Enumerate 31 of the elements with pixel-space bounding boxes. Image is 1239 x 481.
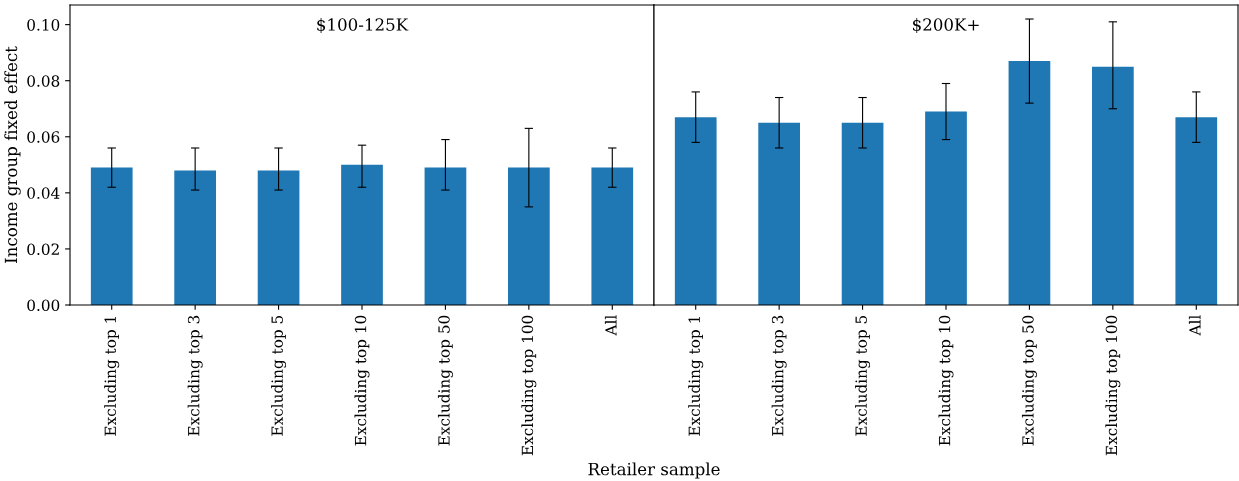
- x-tick-label: Excluding top 5: [855, 315, 871, 436]
- x-tick-label: Excluding top 1: [104, 316, 120, 436]
- bar: [1092, 66, 1134, 305]
- y-axis-title: Income group fixed effect: [4, 46, 21, 264]
- x-tick-label: Excluding top 50: [1021, 315, 1037, 446]
- y-tick-label: 0.04: [27, 187, 60, 199]
- x-tick-label: All: [1188, 315, 1201, 336]
- x-tick-label: Excluding top 50: [437, 315, 453, 446]
- bar: [841, 122, 884, 305]
- bar: [1008, 61, 1051, 305]
- y-tick-label: 0.02: [27, 243, 59, 255]
- y-tick-label: 0.06: [27, 131, 60, 143]
- x-tick-label: Excluding top 100: [521, 315, 537, 456]
- x-tick-label: Excluding top 10: [354, 315, 370, 446]
- bar: [674, 117, 717, 305]
- bar: [758, 122, 800, 305]
- y-tick-label: 0.08: [27, 75, 60, 87]
- x-axis-title: Retailer sample: [588, 462, 720, 479]
- x-tick-label: Excluding top 3: [771, 315, 787, 436]
- x-tick-label: Excluding top 5: [271, 315, 287, 436]
- bar: [925, 111, 967, 305]
- x-tick-label: Excluding top 3: [187, 315, 203, 436]
- y-tick-label: 0.00: [27, 299, 60, 312]
- y-tick-label: 0.10: [27, 19, 60, 31]
- x-tick-label: All: [604, 315, 617, 336]
- x-tick-label: Excluding top 10: [938, 315, 954, 446]
- bar: [1175, 117, 1218, 305]
- text: $200K+: [913, 17, 979, 34]
- text: $100-125K: [317, 17, 409, 34]
- x-tick-label: Excluding top 100: [1105, 315, 1121, 456]
- x-tick-label: Excluding top 1: [688, 316, 704, 436]
